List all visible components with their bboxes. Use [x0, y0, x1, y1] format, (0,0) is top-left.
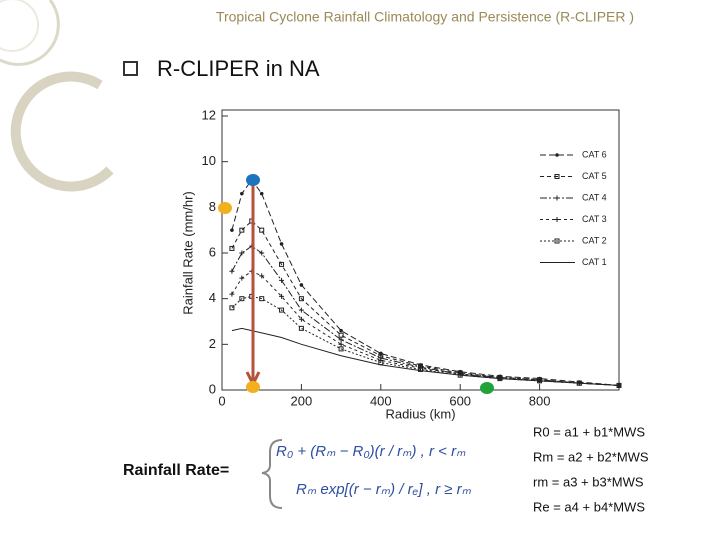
marker: [279, 277, 285, 283]
legend-label: CAT 1: [582, 257, 607, 267]
series-line: [231, 327, 620, 386]
marker: [229, 305, 235, 311]
y-tick-label: 12: [202, 107, 216, 122]
marker: [239, 227, 245, 233]
legend-label: CAT 4: [582, 192, 607, 202]
equation-case: Rₘ exp[(r − rₘ) / rₑ] , r ≥ rₘ: [296, 481, 472, 498]
marker: [239, 250, 245, 256]
coefficient: Rm = a2 + b2*MWS: [533, 449, 649, 464]
y-tick-label: 8: [209, 199, 216, 214]
series-line: [231, 220, 620, 386]
marker: [298, 316, 304, 322]
y-axis-label: Rainfall Rate (mm/hr): [180, 191, 195, 315]
decoration: [0, 0, 114, 192]
marker: [299, 283, 304, 287]
legend-label: CAT 5: [582, 171, 607, 181]
plot-frame: [221, 109, 620, 391]
marker: [298, 307, 304, 313]
marker: [554, 238, 560, 244]
marker: [239, 296, 245, 302]
marker: [338, 337, 344, 343]
marker: [279, 242, 284, 246]
marker: [229, 245, 235, 251]
marker: [230, 228, 234, 232]
marker: [279, 307, 285, 313]
marker: [229, 291, 235, 297]
slide-title: Tropical Cyclone Rainfall Climatology an…: [216, 9, 634, 25]
marker: [259, 191, 264, 196]
marker: [298, 296, 304, 302]
marker: [229, 268, 235, 274]
y-tick-label: 0: [209, 381, 216, 396]
marker: [259, 273, 265, 279]
marker: [279, 261, 285, 267]
annotations: [218, 174, 494, 394]
legend-label: CAT 6: [582, 149, 607, 159]
marker: [554, 217, 560, 222]
coefficient: rm = a3 + b3*MWS: [533, 474, 644, 489]
x-tick-label: 0: [218, 393, 225, 408]
marker: [240, 191, 244, 196]
series-line: [231, 245, 620, 386]
marker: [555, 153, 559, 157]
coefficients: R0 = a1 + b1*MWS Rm = a2 + b2*MWS rm = a3 …: [533, 424, 649, 514]
marker: [339, 328, 343, 333]
coefficient: R0 = a1 + b1*MWS: [533, 424, 645, 439]
marker: [259, 296, 265, 302]
x-tick-label: 200: [291, 393, 313, 408]
marker: [259, 250, 265, 256]
x-tick-label: 400: [370, 393, 392, 408]
coefficient: Re = a4 + b4*MWS: [533, 499, 645, 514]
equation-case: R₀ + (Rₘ − R₀)(r / rₘ) , r < rₘ: [276, 443, 466, 460]
bullet-text: R-CLIPER in NA: [157, 56, 320, 81]
equation-label: Rainfall Rate=: [123, 462, 229, 479]
marker: [338, 346, 344, 352]
marker: [338, 341, 344, 347]
brace: [261, 439, 283, 509]
y-tick-label: 10: [202, 153, 216, 168]
legend-label: CAT 2: [582, 235, 607, 245]
x-tick-label: 600: [449, 393, 471, 408]
y-tick-label: 4: [209, 290, 216, 305]
bullet-icon: [123, 61, 138, 76]
marker: [554, 174, 560, 179]
marker: [239, 275, 245, 281]
y-tick-label: 6: [209, 244, 216, 259]
marker: [259, 227, 265, 233]
legend-label: CAT 3: [582, 214, 607, 224]
x-axis-label: Radius (km): [385, 406, 455, 421]
series-line: [231, 179, 620, 386]
marker: [554, 195, 560, 201]
marker: [279, 293, 285, 299]
marker: [418, 366, 423, 372]
y-tick-label: 2: [209, 336, 216, 351]
x-tick-label: 800: [529, 393, 551, 408]
marker: [298, 325, 304, 331]
marker: [338, 332, 344, 338]
